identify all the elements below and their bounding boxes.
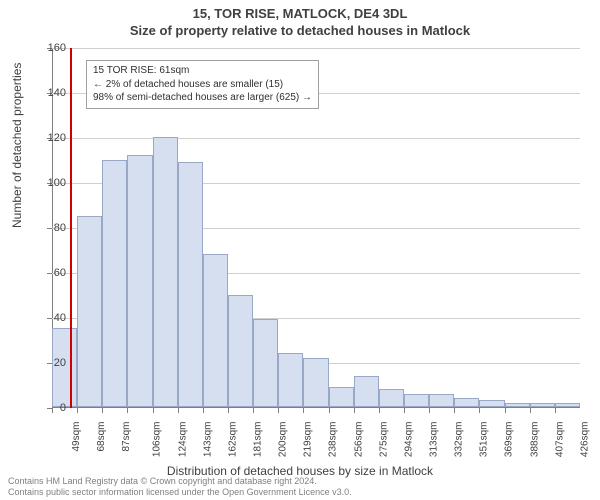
y-tick-label: 20 [36, 357, 66, 369]
histogram-bar [203, 254, 228, 407]
histogram-bar [329, 387, 354, 407]
chart-footer: Contains HM Land Registry data © Crown c… [8, 476, 352, 498]
x-tick-label: 294sqm [403, 422, 414, 458]
x-tick-mark [505, 408, 506, 413]
y-tick-label: 40 [36, 312, 66, 324]
footer-line-1: Contains HM Land Registry data © Crown c… [8, 476, 352, 487]
x-tick-mark [379, 408, 380, 413]
x-tick-label: 106sqm [152, 422, 163, 458]
x-tick-mark [102, 408, 103, 413]
x-tick-mark [153, 408, 154, 413]
annotation-line: ← 2% of detached houses are smaller (15) [93, 78, 312, 92]
x-tick-label: 162sqm [227, 422, 238, 458]
histogram-bar [354, 376, 379, 408]
x-tick-label: 68sqm [96, 422, 107, 452]
annotation-line: 15 TOR RISE: 61sqm [93, 64, 312, 78]
chart-title: 15, TOR RISE, MATLOCK, DE4 3DL [0, 0, 600, 21]
grid-line [52, 138, 580, 139]
annotation-box: 15 TOR RISE: 61sqm← 2% of detached house… [86, 60, 319, 109]
x-tick-label: 275sqm [378, 422, 389, 458]
annotation-line: 98% of semi-detached houses are larger (… [93, 91, 312, 105]
x-tick-mark [404, 408, 405, 413]
y-tick-label: 0 [36, 402, 66, 414]
x-tick-label: 181sqm [253, 422, 264, 458]
x-tick-label: 219sqm [303, 422, 314, 458]
x-tick-label: 124sqm [177, 422, 188, 458]
y-tick-label: 80 [36, 222, 66, 234]
x-tick-label: 351sqm [479, 422, 490, 458]
chart-subtitle: Size of property relative to detached ho… [0, 21, 600, 38]
y-tick-label: 140 [36, 87, 66, 99]
x-tick-label: 313sqm [429, 422, 440, 458]
grid-line [52, 48, 580, 49]
footer-line-2: Contains public sector information licen… [8, 487, 352, 498]
y-tick-label: 120 [36, 132, 66, 144]
histogram-bar [303, 358, 328, 408]
histogram-bar [505, 403, 530, 408]
y-tick-label: 160 [36, 42, 66, 54]
x-tick-mark [555, 408, 556, 413]
x-tick-mark [329, 408, 330, 413]
histogram-bar [404, 394, 429, 408]
histogram-bar [429, 394, 454, 408]
x-tick-label: 426sqm [579, 422, 590, 458]
x-tick-label: 143sqm [202, 422, 213, 458]
x-tick-mark [127, 408, 128, 413]
x-tick-mark [203, 408, 204, 413]
histogram-bar [479, 400, 504, 407]
histogram-bar [102, 160, 127, 408]
x-tick-mark [479, 408, 480, 413]
x-tick-mark [253, 408, 254, 413]
histogram-bar [555, 403, 580, 408]
x-tick-mark [77, 408, 78, 413]
x-tick-label: 407sqm [554, 422, 565, 458]
histogram-bar [253, 319, 278, 407]
x-tick-label: 238sqm [328, 422, 339, 458]
histogram-bar [77, 216, 102, 407]
x-tick-label: 49sqm [71, 422, 82, 452]
x-tick-label: 388sqm [529, 422, 540, 458]
histogram-bar [228, 295, 253, 408]
x-tick-label: 87sqm [121, 422, 132, 452]
chart-container: 15, TOR RISE, MATLOCK, DE4 3DL Size of p… [0, 0, 600, 500]
x-tick-label: 332sqm [454, 422, 465, 458]
histogram-bar [153, 137, 178, 407]
y-tick-label: 60 [36, 267, 66, 279]
histogram-bar [454, 398, 479, 407]
histogram-bar [278, 353, 303, 407]
x-axis-line [52, 407, 580, 408]
x-tick-label: 256sqm [353, 422, 364, 458]
x-tick-label: 369sqm [504, 422, 515, 458]
y-tick-label: 100 [36, 177, 66, 189]
x-tick-mark [303, 408, 304, 413]
property-marker-line [70, 48, 72, 408]
plot-area: 15 TOR RISE: 61sqm← 2% of detached house… [52, 48, 580, 408]
histogram-bar [127, 155, 152, 407]
x-tick-mark [354, 408, 355, 413]
x-tick-mark [454, 408, 455, 413]
histogram-bar [530, 403, 555, 408]
x-tick-mark [530, 408, 531, 413]
histogram-bar [178, 162, 203, 407]
x-tick-label: 200sqm [278, 422, 289, 458]
x-tick-mark [178, 408, 179, 413]
x-tick-mark [429, 408, 430, 413]
x-tick-mark [278, 408, 279, 413]
histogram-bar [379, 389, 404, 407]
y-axis-label: Number of detached properties [10, 63, 24, 228]
x-tick-mark [228, 408, 229, 413]
